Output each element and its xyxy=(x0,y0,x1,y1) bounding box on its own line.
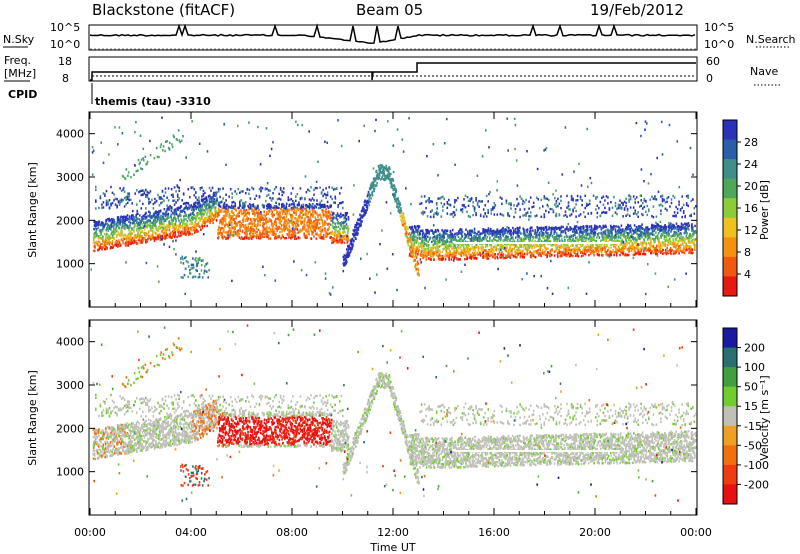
noise-left-tick-low: 10^0 xyxy=(50,38,80,51)
colorbar-swatch xyxy=(723,140,737,160)
colorbar-swatch xyxy=(723,367,737,387)
noise-trace xyxy=(90,26,695,43)
noise-sky-label: N.Sky xyxy=(3,33,35,46)
y-tick-label: 3000 xyxy=(56,379,84,392)
colorbar-tick-label: 20 xyxy=(744,180,758,193)
cpid-label: CPID xyxy=(8,88,37,101)
velocity-panel: 4000 3000 2000 1000 Slant Range [km] xyxy=(26,320,697,515)
x-tick-label: 12:00 xyxy=(377,526,409,539)
power-panel: 4000 3000 2000 1000 Slant Range [km] xyxy=(26,112,697,307)
noise-search-label: N.Search xyxy=(746,33,796,46)
x-tick-label: 00:00 xyxy=(680,526,712,539)
colorbar-swatch xyxy=(723,276,737,296)
colorbar-tick-label: 16 xyxy=(744,202,758,215)
colorbar-tick-label: 200 xyxy=(744,342,765,355)
freq-unit-label: [MHz] xyxy=(4,67,36,80)
x-tick-label: 16:00 xyxy=(478,526,510,539)
freq-tick-low: 8 xyxy=(62,72,69,85)
colorbar-swatch xyxy=(723,445,737,465)
colorbar-swatch xyxy=(723,120,737,140)
colorbar-swatch xyxy=(723,179,737,199)
colorbar-tick-label: -200 xyxy=(744,478,769,491)
velocity-colorbar-label: Velocity [m s⁻¹] xyxy=(758,375,771,460)
freq-label: Freq. xyxy=(4,54,31,67)
colorbar-swatch xyxy=(723,218,737,238)
y-tick-label: 2000 xyxy=(56,214,84,227)
station-title: Blackstone (fitACF) xyxy=(92,1,235,19)
noise-left-tick-high: 10^5 xyxy=(50,21,80,34)
colorbar-tick-label: 8 xyxy=(744,246,751,259)
colorbar-swatch xyxy=(723,198,737,218)
power-y-axis-label: Slant Range [km] xyxy=(26,162,39,258)
nave-tick-high: 60 xyxy=(706,55,720,68)
colorbar-swatch xyxy=(723,387,737,407)
colorbar-tick-label: 28 xyxy=(744,136,758,149)
y-tick-label: 4000 xyxy=(56,128,84,141)
colorbar-tick-label: 12 xyxy=(744,224,758,237)
noise-panel: N.Sky 10^5 10^0 10^5 10^0 N.Search xyxy=(3,21,796,51)
beam-title: Beam 05 xyxy=(356,1,423,19)
time-axis-label: Time UT xyxy=(369,541,415,554)
noise-right-tick-low: 10^0 xyxy=(704,38,734,51)
y-tick-label: 2000 xyxy=(56,422,84,435)
colorbar-swatch xyxy=(723,426,737,446)
colorbar-tick-label: 50 xyxy=(744,381,758,394)
y-tick-label: 4000 xyxy=(56,336,84,349)
date-title: 19/Feb/2012 xyxy=(590,1,684,19)
colorbar-tick-label: 4 xyxy=(744,268,751,281)
x-tick-label: 00:00 xyxy=(74,526,106,539)
noise-right-tick-high: 10^5 xyxy=(704,21,734,34)
colorbar-tick-label: 15 xyxy=(744,400,758,413)
x-tick-label: 04:00 xyxy=(175,526,207,539)
y-tick-label: 1000 xyxy=(56,258,84,271)
colorbar-swatch xyxy=(723,465,737,485)
power-colorbar: 28 24 20 16 12 8 4 Power [dB] xyxy=(723,120,771,297)
colorbar-tick-label: 24 xyxy=(744,158,758,171)
colorbar-swatch xyxy=(723,328,737,348)
colorbar-swatch xyxy=(723,159,737,179)
colorbar-tick-label: 100 xyxy=(744,361,765,374)
nave-tick-low: 0 xyxy=(706,72,713,85)
colorbar-swatch xyxy=(723,257,737,277)
freq-trace xyxy=(90,63,696,80)
x-tick-label: 20:00 xyxy=(579,526,611,539)
x-tick-label: 08:00 xyxy=(276,526,308,539)
colorbar-swatch xyxy=(723,406,737,426)
colorbar-swatch xyxy=(723,484,737,504)
freq-panel: Freq. [MHz] CPID 18 8 60 0 Nave themis (… xyxy=(4,54,780,108)
nave-label: Nave xyxy=(750,65,778,78)
radar-summary-plot: Blackstone (fitACF) Beam 05 19/Feb/2012 … xyxy=(0,0,800,554)
y-tick-label: 1000 xyxy=(56,466,84,479)
freq-tick-high: 18 xyxy=(58,55,72,68)
colorbar-swatch xyxy=(723,237,737,257)
y-tick-label: 3000 xyxy=(56,171,84,184)
power-colorbar-label: Power [dB] xyxy=(758,180,771,240)
cpid-text: themis (tau) -3310 xyxy=(95,95,211,108)
velocity-y-axis-label: Slant Range [km] xyxy=(26,370,39,466)
colorbar-swatch xyxy=(723,348,737,368)
